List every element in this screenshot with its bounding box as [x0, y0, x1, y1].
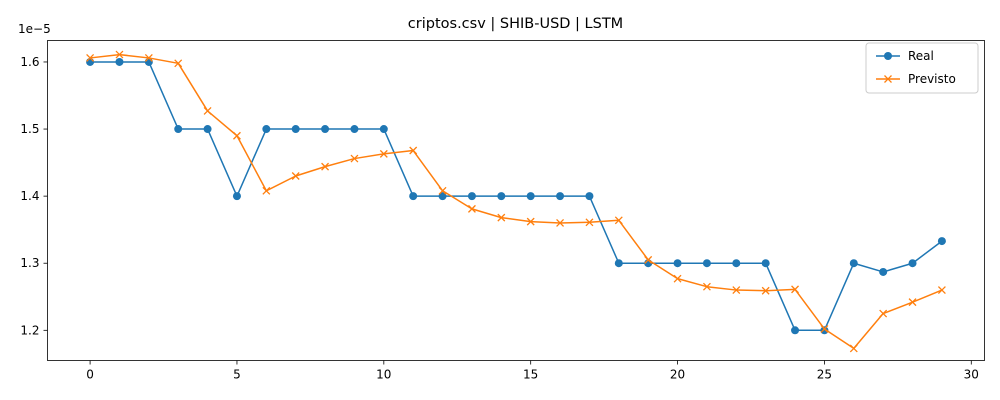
data-point-real	[585, 192, 594, 201]
data-point-real	[673, 259, 682, 268]
series-line-real	[90, 61, 943, 332]
data-point-previsto	[614, 216, 623, 225]
x-tick-label: 15	[523, 368, 538, 382]
data-point-real	[937, 237, 946, 246]
y-tick-label: 1.5	[20, 122, 39, 136]
legend-real-label: Real	[908, 49, 934, 63]
y-axis: 1.2 1.3 1.4 1.5 1.6	[20, 55, 48, 337]
y-offset-label: 1e−5	[18, 22, 51, 36]
data-point-previsto	[467, 204, 476, 213]
data-point-previsto	[379, 149, 388, 158]
data-point-previsto	[321, 162, 330, 171]
series-real	[86, 57, 946, 335]
data-point-real	[467, 192, 476, 201]
y-tick-label: 1.4	[20, 189, 39, 203]
data-point-previsto	[791, 285, 800, 294]
legend: Real Previsto	[865, 42, 979, 94]
data-point-previsto	[174, 59, 183, 68]
data-point-previsto	[673, 274, 682, 283]
data-point-real	[702, 259, 711, 268]
data-point-real	[614, 259, 623, 268]
data-point-previsto	[556, 219, 565, 227]
data-point-real	[115, 57, 124, 66]
data-point-real	[262, 125, 271, 134]
data-point-previsto	[86, 53, 95, 62]
x-tick-label: 25	[817, 368, 832, 382]
series-line-previsto	[90, 53, 943, 350]
data-point-previsto	[203, 106, 212, 115]
series-layer	[86, 50, 946, 353]
data-point-previsto	[644, 255, 653, 264]
data-point-previsto	[908, 298, 917, 307]
data-point-real	[732, 259, 741, 268]
y-tick-label: 1.2	[20, 323, 39, 337]
data-point-real	[291, 125, 300, 134]
data-point-real	[350, 125, 359, 134]
y-tick-label: 1.6	[20, 55, 39, 69]
series-previsto	[86, 50, 946, 353]
data-point-real	[908, 259, 917, 268]
data-point-previsto	[849, 344, 858, 353]
data-point-previsto	[820, 325, 829, 333]
data-point-previsto	[526, 217, 535, 226]
data-point-real	[409, 192, 418, 201]
data-point-real	[86, 57, 95, 66]
legend-previsto-marker	[884, 75, 892, 83]
y-tick-label: 1.3	[20, 256, 39, 270]
data-point-previsto	[409, 146, 418, 155]
data-point-previsto	[585, 218, 594, 227]
data-point-previsto	[937, 286, 946, 295]
data-point-previsto	[291, 172, 300, 180]
data-point-real	[321, 125, 330, 134]
data-point-previsto	[232, 131, 241, 140]
data-point-real	[791, 326, 800, 335]
data-point-previsto	[438, 186, 447, 195]
data-point-real	[556, 192, 565, 201]
data-point-real	[820, 326, 829, 335]
chart-title: criptos.csv | SHIB-USD | LSTM	[408, 16, 623, 32]
data-point-previsto	[144, 53, 153, 62]
data-point-previsto	[761, 286, 770, 295]
data-point-real	[203, 125, 212, 134]
x-tick-label: 0	[86, 368, 94, 382]
x-axis: 0 5 10 15 20 25 30	[86, 360, 979, 382]
x-tick-label: 10	[376, 368, 391, 382]
data-point-previsto	[350, 154, 359, 163]
data-point-previsto	[702, 282, 711, 291]
data-point-previsto	[732, 286, 741, 295]
data-point-real	[174, 125, 183, 134]
data-point-real	[879, 267, 888, 276]
data-point-previsto	[497, 213, 506, 222]
data-point-real	[849, 259, 858, 268]
data-point-real	[497, 192, 506, 201]
data-point-real	[526, 192, 535, 201]
data-point-real	[438, 192, 447, 201]
plot-area-frame	[47, 40, 985, 361]
x-tick-label: 30	[964, 368, 979, 382]
data-point-real	[232, 192, 241, 201]
data-point-previsto	[115, 50, 124, 59]
x-tick-label: 5	[233, 368, 241, 382]
x-tick-label: 20	[670, 368, 685, 382]
legend-real-marker	[884, 52, 892, 60]
legend-previsto-label: Previsto	[908, 72, 956, 86]
data-point-previsto	[879, 309, 888, 318]
data-point-previsto	[262, 186, 271, 195]
data-point-real	[761, 259, 770, 268]
data-point-real	[379, 125, 388, 134]
